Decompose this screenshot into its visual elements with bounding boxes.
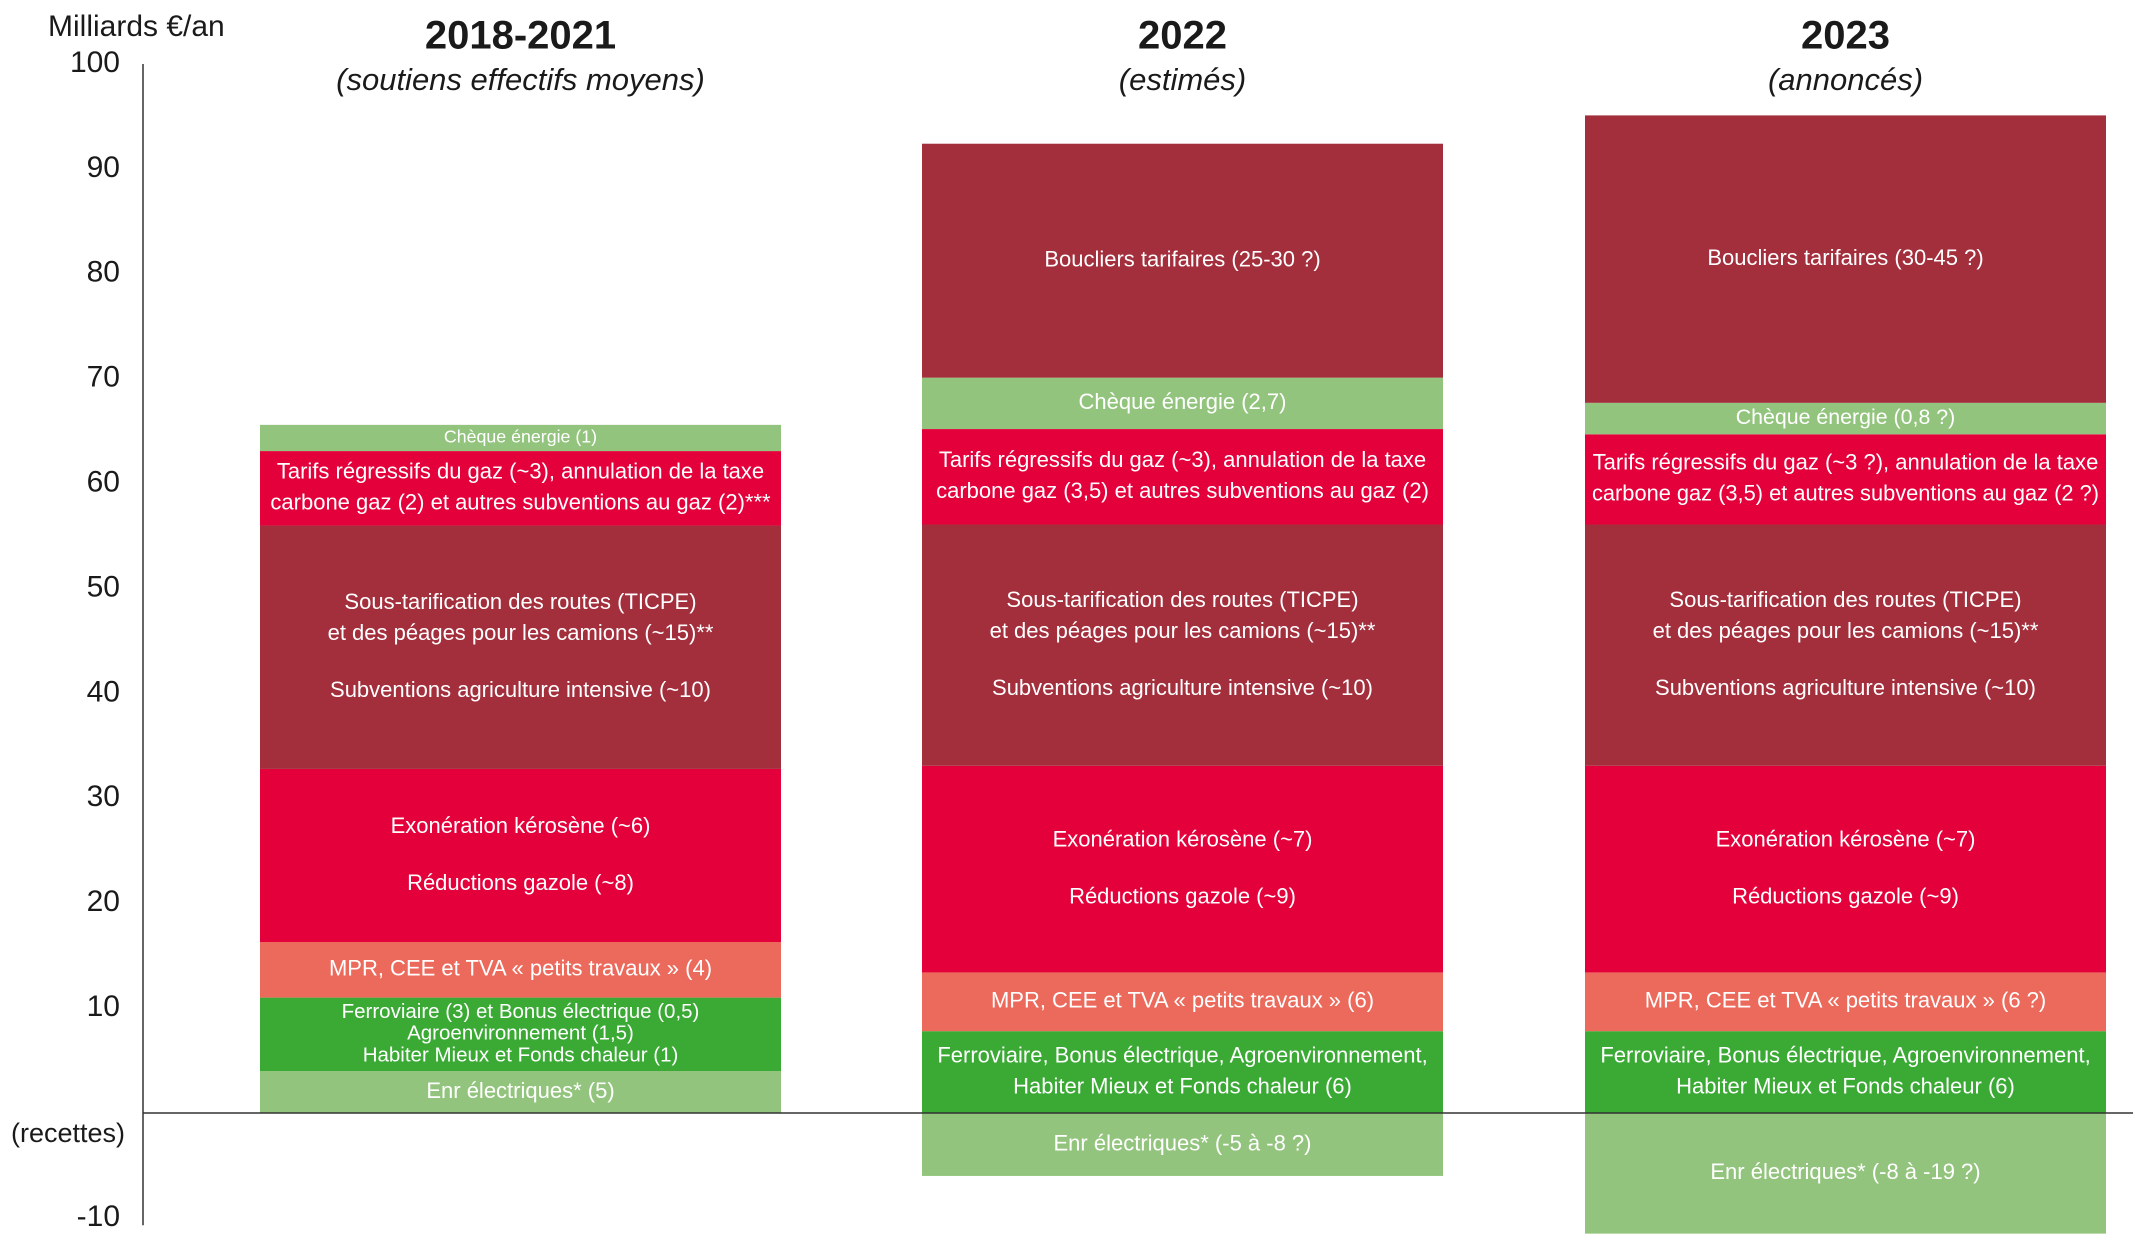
segment-label: Exonération kérosène (~7): [1053, 826, 1313, 851]
segment-label: Ferroviaire (3) et Bonus électrique (0,5…: [342, 1000, 700, 1023]
bar-segment: [1585, 434, 2106, 525]
bar-segment: [260, 451, 781, 526]
column-subtitle: (annoncés): [1768, 62, 1923, 97]
bar-segment: [1585, 402, 2106, 435]
bar-segment: [922, 143, 1443, 378]
bar-segment: [922, 972, 1443, 1032]
segment-label: et des péages pour les camions (~15)**: [990, 618, 1376, 643]
segment-label: Habiter Mieux et Fonds chaleur (6): [1676, 1073, 2015, 1098]
segment-label: Subventions agriculture intensive (~10): [1655, 675, 2036, 700]
segment-label: Tarifs régressifs du gaz (~3 ?), annulat…: [1593, 450, 2099, 475]
bar-segment: [1585, 115, 2106, 403]
y-tick-label: -10: [77, 1200, 120, 1233]
bar-segment: [260, 942, 781, 998]
bar-segment: [922, 1113, 1443, 1176]
segment-label: Chèque énergie (1): [444, 427, 597, 447]
segment-label: MPR, CEE et TVA « petits travaux » (4): [329, 956, 712, 981]
bar-segment: [922, 1031, 1443, 1113]
y-tick-label: 10: [87, 990, 120, 1023]
column-title: 2023: [1801, 14, 1890, 58]
segment-label: Réductions gazole (~8): [407, 870, 634, 895]
bar-segment: [1585, 524, 2106, 766]
segment-label: carbone gaz (3,5) et autres subventions …: [936, 478, 1429, 503]
column-title: 2022: [1138, 14, 1227, 58]
segment-label: MPR, CEE et TVA « petits travaux » (6): [991, 988, 1374, 1013]
bar-segment: [1585, 1031, 2106, 1113]
segment-label: Tarifs régressifs du gaz (~3), annulatio…: [277, 459, 764, 484]
segment-label: Ferroviaire, Bonus électrique, Agroenvir…: [1600, 1042, 2090, 1067]
segment-label: Chèque énergie (2,7): [1079, 389, 1287, 414]
bar-segment: [922, 765, 1443, 973]
bar-segment: [260, 525, 781, 769]
segment-label: Enr électriques* (-8 à -19 ?): [1710, 1159, 1980, 1184]
column-subtitle: (soutiens effectifs moyens): [336, 62, 705, 97]
segment-label: carbone gaz (2) et autres subventions au…: [270, 490, 771, 515]
bar-segment: [260, 768, 781, 943]
segment-label: Sous-tarification des routes (TICPE): [344, 589, 696, 614]
segment-label: carbone gaz (3,5) et autres subventions …: [1592, 481, 2099, 506]
segment-label: Boucliers tarifaires (30-45 ?): [1707, 245, 1983, 270]
y-tick-label: 30: [87, 780, 120, 813]
segment-label: Habiter Mieux et Fonds chaleur (1): [363, 1043, 679, 1066]
segment-label: Boucliers tarifaires (25-30 ?): [1044, 247, 1320, 272]
y-tick-label: 80: [87, 256, 120, 289]
segment-label: Ferroviaire, Bonus électrique, Agroenvir…: [937, 1042, 1427, 1067]
y-tick-label: 40: [87, 675, 120, 708]
segment-label: Réductions gazole (~9): [1069, 883, 1296, 908]
y-tick-label: 70: [87, 361, 120, 394]
y-axis-label: Milliards €/an: [48, 10, 225, 43]
bar-segment: [922, 377, 1443, 430]
bar-segment: [260, 424, 781, 452]
y-tick-label: 60: [87, 466, 120, 499]
segment-label: Exonération kérosène (~6): [391, 813, 651, 838]
segment-label: Agroenvironnement (1,5): [407, 1022, 634, 1045]
y-tick-label: 100: [70, 46, 120, 79]
segment-label: Exonération kérosène (~7): [1716, 826, 1976, 851]
segment-label: Chèque énergie (0,8 ?): [1736, 405, 1956, 429]
y-tick-label: 50: [87, 570, 120, 603]
segment-label: Enr électriques* (-5 à -8 ?): [1054, 1130, 1312, 1155]
bar-segment: [1585, 1113, 2106, 1234]
column-title: 2018-2021: [425, 14, 616, 58]
annotation: (recettes): [11, 1118, 125, 1148]
segment-label: Sous-tarification des routes (TICPE): [1006, 587, 1358, 612]
segment-label: et des péages pour les camions (~15)**: [1653, 618, 2039, 643]
segment-label: Sous-tarification des routes (TICPE): [1669, 587, 2021, 612]
column-subtitle: (estimés): [1119, 62, 1246, 97]
bar-segment: [1585, 765, 2106, 973]
y-tick-label: 90: [87, 151, 120, 184]
segment-label: Subventions agriculture intensive (~10): [992, 675, 1373, 700]
bar-segment: [260, 1071, 781, 1113]
segment-label: Enr électriques* (5): [426, 1078, 614, 1103]
bar-segment: [1585, 972, 2106, 1032]
bar-segment: [922, 524, 1443, 766]
segment-label: et des péages pour les camions (~15)**: [328, 620, 714, 645]
bar-segment: [922, 429, 1443, 525]
segment-label: MPR, CEE et TVA « petits travaux » (6 ?): [1645, 988, 2046, 1013]
segment-label: Réductions gazole (~9): [1732, 883, 1959, 908]
segment-label: Subventions agriculture intensive (~10): [330, 677, 711, 702]
bar-segment: [260, 997, 781, 1072]
y-tick-label: 20: [87, 885, 120, 918]
segment-label: Habiter Mieux et Fonds chaleur (6): [1013, 1073, 1352, 1098]
segment-label: Tarifs régressifs du gaz (~3), annulatio…: [939, 447, 1426, 472]
